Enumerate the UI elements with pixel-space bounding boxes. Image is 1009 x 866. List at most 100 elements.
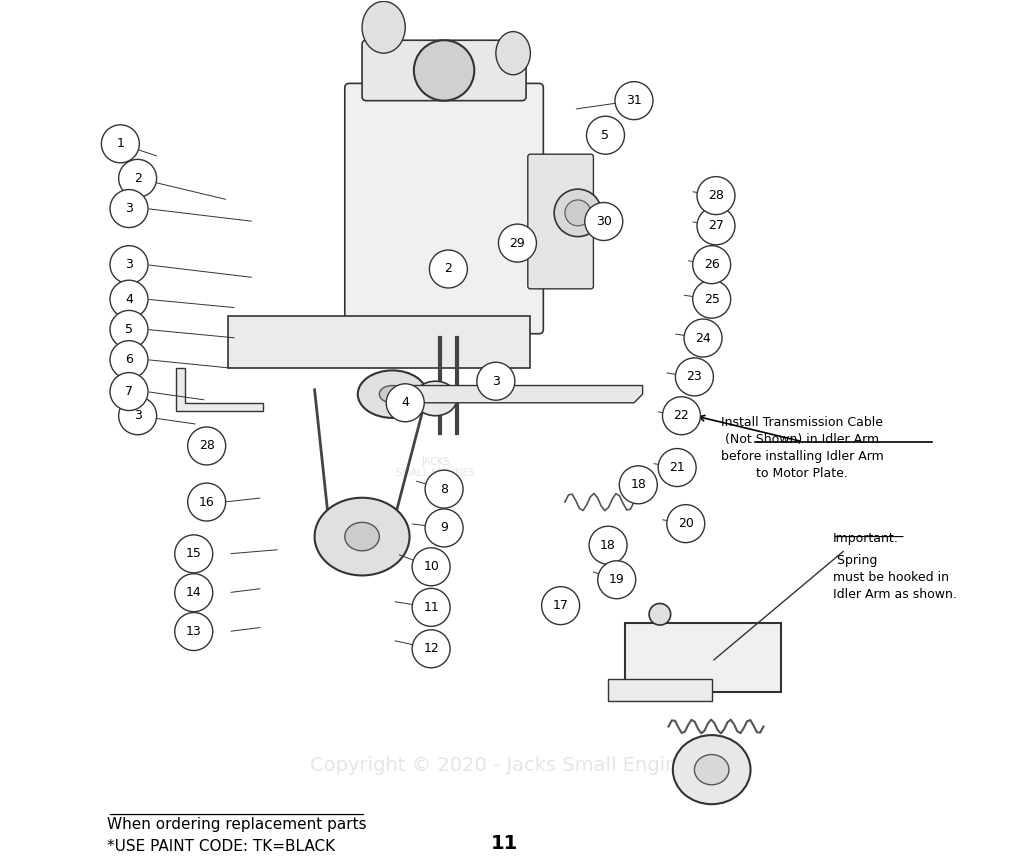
Text: 18: 18 xyxy=(631,478,646,491)
Ellipse shape xyxy=(358,371,427,418)
Circle shape xyxy=(412,588,450,626)
Ellipse shape xyxy=(694,754,728,785)
Ellipse shape xyxy=(362,2,406,53)
Circle shape xyxy=(693,246,731,284)
Polygon shape xyxy=(401,385,643,403)
FancyBboxPatch shape xyxy=(345,83,543,333)
Text: 10: 10 xyxy=(423,560,439,573)
Circle shape xyxy=(477,362,515,400)
Circle shape xyxy=(412,630,450,668)
Text: 3: 3 xyxy=(492,375,499,388)
Ellipse shape xyxy=(565,200,591,226)
Text: 5: 5 xyxy=(601,129,609,142)
FancyBboxPatch shape xyxy=(608,679,711,701)
Text: 20: 20 xyxy=(678,517,694,530)
Circle shape xyxy=(175,573,213,611)
Circle shape xyxy=(110,310,148,348)
Text: 3: 3 xyxy=(125,202,133,215)
FancyBboxPatch shape xyxy=(228,316,531,368)
Circle shape xyxy=(386,384,424,422)
Circle shape xyxy=(119,159,156,197)
Ellipse shape xyxy=(649,604,671,625)
Text: *USE PAINT CODE: TK=BLACK: *USE PAINT CODE: TK=BLACK xyxy=(107,838,336,854)
Circle shape xyxy=(697,207,735,245)
Circle shape xyxy=(175,535,213,572)
Circle shape xyxy=(542,586,579,624)
Text: 2: 2 xyxy=(444,262,452,275)
Circle shape xyxy=(667,505,704,543)
Text: 31: 31 xyxy=(627,94,642,107)
Circle shape xyxy=(101,125,139,163)
Text: 16: 16 xyxy=(199,495,215,508)
Text: 30: 30 xyxy=(596,215,611,228)
Circle shape xyxy=(188,483,226,521)
Circle shape xyxy=(425,509,463,547)
Text: 27: 27 xyxy=(708,219,723,232)
Text: 22: 22 xyxy=(674,410,689,423)
Circle shape xyxy=(110,340,148,378)
Text: Copyright © 2020 - Jacks Small Engines: Copyright © 2020 - Jacks Small Engines xyxy=(310,756,699,775)
Text: 11: 11 xyxy=(490,835,519,853)
Text: When ordering replacement parts: When ordering replacement parts xyxy=(107,818,367,832)
Text: 12: 12 xyxy=(423,643,439,656)
Circle shape xyxy=(615,81,653,120)
Text: 9: 9 xyxy=(440,521,448,534)
Circle shape xyxy=(425,470,463,508)
Text: JACKS
SMALL ENGINES: JACKS SMALL ENGINES xyxy=(396,456,475,478)
Circle shape xyxy=(658,449,696,487)
Text: 8: 8 xyxy=(440,482,448,495)
Text: 26: 26 xyxy=(704,258,719,271)
Circle shape xyxy=(585,203,623,241)
FancyBboxPatch shape xyxy=(626,623,781,692)
Circle shape xyxy=(188,427,226,465)
Text: 25: 25 xyxy=(703,293,719,306)
Circle shape xyxy=(597,561,636,598)
Circle shape xyxy=(697,177,735,215)
Text: 21: 21 xyxy=(669,461,685,474)
Ellipse shape xyxy=(379,385,406,403)
Ellipse shape xyxy=(673,735,751,805)
Text: 24: 24 xyxy=(695,332,711,345)
Text: 28: 28 xyxy=(199,439,215,452)
Circle shape xyxy=(110,281,148,318)
Text: Spring
must be hooked in
Idler Arm as shown.: Spring must be hooked in Idler Arm as sh… xyxy=(832,554,957,601)
Text: 14: 14 xyxy=(186,586,202,599)
Text: 7: 7 xyxy=(125,385,133,398)
Circle shape xyxy=(119,397,156,435)
Ellipse shape xyxy=(495,31,531,74)
Ellipse shape xyxy=(345,522,379,551)
Circle shape xyxy=(110,246,148,284)
Ellipse shape xyxy=(414,381,457,416)
Circle shape xyxy=(684,319,722,357)
Text: 11: 11 xyxy=(423,601,439,614)
Text: 6: 6 xyxy=(125,353,133,366)
Text: 23: 23 xyxy=(686,371,702,384)
Text: 4: 4 xyxy=(125,293,133,306)
Text: 3: 3 xyxy=(134,410,141,423)
FancyBboxPatch shape xyxy=(528,154,593,289)
Text: 15: 15 xyxy=(186,547,202,560)
Text: 2: 2 xyxy=(134,171,141,184)
Circle shape xyxy=(110,190,148,228)
Circle shape xyxy=(430,250,467,288)
Text: Important:: Important: xyxy=(832,533,899,546)
Text: 5: 5 xyxy=(125,323,133,336)
Text: 13: 13 xyxy=(186,625,202,638)
Circle shape xyxy=(693,281,731,318)
Circle shape xyxy=(589,527,627,565)
Ellipse shape xyxy=(554,189,601,236)
Text: Install Transmission Cable
(Not Shown) in Idler Arm
before installing Idler Arm
: Install Transmission Cable (Not Shown) i… xyxy=(721,416,884,480)
Circle shape xyxy=(498,224,537,262)
Ellipse shape xyxy=(315,498,410,575)
Circle shape xyxy=(110,372,148,410)
Text: 1: 1 xyxy=(116,138,124,151)
Text: 3: 3 xyxy=(125,258,133,271)
Circle shape xyxy=(620,466,657,504)
Ellipse shape xyxy=(414,40,474,100)
Text: 18: 18 xyxy=(600,539,616,552)
FancyBboxPatch shape xyxy=(362,40,526,100)
Polygon shape xyxy=(177,368,262,411)
Text: 29: 29 xyxy=(510,236,526,249)
Circle shape xyxy=(175,612,213,650)
Text: 17: 17 xyxy=(553,599,568,612)
